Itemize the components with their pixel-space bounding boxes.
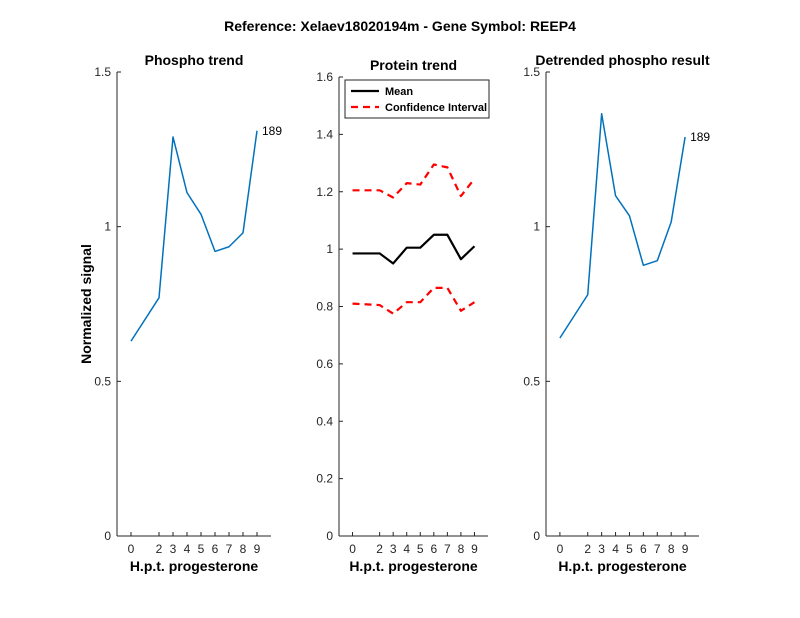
legend-entry: Confidence Interval [385,102,487,114]
x-tick-label: 5 [198,542,205,556]
panel-protein-trend: 0 0.2 0.4 0.6 0.8 1 1.2 1.4 1.6 0 2 3 4 5 6 7 8 9 Protein … [316,57,490,574]
x-tick-label: 2 [584,542,591,556]
x-tick-label: 2 [156,542,163,556]
y-tick-label: 0 [326,529,333,543]
x-tick-label: 7 [226,542,233,556]
y-tick-label: 0 [533,529,540,543]
y-tick-label: 0 [104,529,111,543]
y-tick-label: 1 [326,242,333,256]
panel-phospho-trend: 0 0.5 1 1.5 0 2 3 4 5 6 7 8 9 Phospho trend H.p.t. pro… [78,52,282,574]
y-axis-label: Normalized signal [78,244,94,364]
y-tick-label: 0.4 [316,414,333,428]
x-tick-label: 9 [471,542,478,556]
x-tick-label: 7 [444,542,451,556]
x-tick-label: 8 [458,542,465,556]
y-tick-label: 0.5 [94,374,111,388]
x-tick-label: 6 [212,542,219,556]
series-line-2 [352,163,476,199]
y-tick-label: 1 [533,220,540,234]
x-tick-label: 8 [240,542,247,556]
x-tick-label: 3 [170,542,177,556]
x-tick-label: 3 [598,542,605,556]
x-tick-label: 9 [682,542,689,556]
x-tick-label: 0 [557,542,564,556]
x-axis-label: H.p.t. progesterone [130,558,259,574]
x-axis-label: H.p.t. progesterone [349,558,478,574]
panel-title: Phospho trend [145,52,244,68]
x-tick-label: 8 [668,542,675,556]
x-tick-label: 2 [376,542,383,556]
x-tick-label: 5 [626,542,633,556]
y-tick-label: 0.2 [316,472,333,486]
y-tick-label: 1.5 [523,65,540,79]
y-tick-label: 0.8 [316,300,333,314]
y-tick-label: 1.5 [94,65,111,79]
x-tick-label: 6 [430,542,437,556]
y-tick-label: 1.2 [316,185,333,199]
panel-detrended-phospho: 0 0.5 1 1.5 0 2 3 4 5 6 7 8 9 Detrended phospho resul… [523,52,710,574]
figure-title: Reference: Xelaev18020194m - Gene Symbol… [224,18,576,34]
x-tick-label: 0 [128,542,135,556]
x-axis-label: H.p.t. progesterone [558,558,687,574]
legend-box [344,79,490,119]
x-tick-label: 9 [254,542,261,556]
y-tick-label: 0.5 [523,374,540,388]
series-line-1 [130,130,258,342]
x-tick-label: 4 [184,542,191,556]
y-tick-label: 1 [104,220,111,234]
x-tick-label: 6 [640,542,647,556]
series-end-label: 189 [262,124,282,138]
series-end-label: 189 [690,130,710,144]
x-tick-label: 3 [390,542,397,556]
y-tick-label: 0.6 [316,357,333,371]
x-tick-label: 4 [403,542,410,556]
series-line-1 [352,233,476,265]
y-tick-label: 1.4 [316,127,333,141]
series-line-1 [559,113,686,339]
x-tick-label: 4 [612,542,619,556]
series-line-3 [352,286,476,315]
legend: Mean Confidence Interval [344,79,490,119]
panel-title: Detrended phospho result [535,52,710,68]
x-tick-label: 5 [417,542,424,556]
x-tick-label: 7 [654,542,661,556]
panel-title: Protein trend [370,57,457,73]
y-tick-label: 1.6 [316,70,333,84]
legend-entry: Mean [385,86,413,98]
x-tick-label: 0 [349,542,356,556]
